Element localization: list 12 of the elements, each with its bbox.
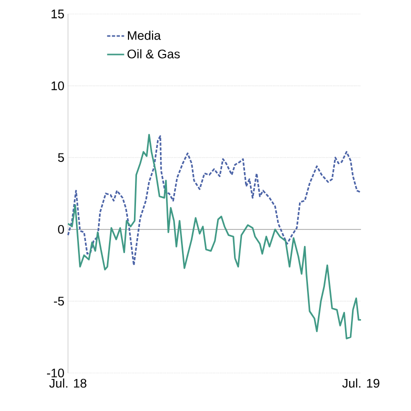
y-tick-label: -5: [54, 296, 64, 306]
y-tick-label: 15: [52, 10, 64, 18]
y-tick-label: 5: [58, 153, 64, 162]
y-tick-label: 0: [58, 225, 64, 234]
legend-label: Oil & Gas: [128, 49, 180, 58]
line-series: [67, 135, 362, 266]
y-tick-label: 10: [52, 81, 64, 90]
legend-label: Media: [128, 30, 161, 40]
line-series: [67, 134, 362, 340]
x-tick-label: Jul. 19: [342, 378, 380, 388]
x-tick-label: Jul. 18: [49, 378, 86, 388]
y-tick-label: -10: [47, 368, 64, 378]
